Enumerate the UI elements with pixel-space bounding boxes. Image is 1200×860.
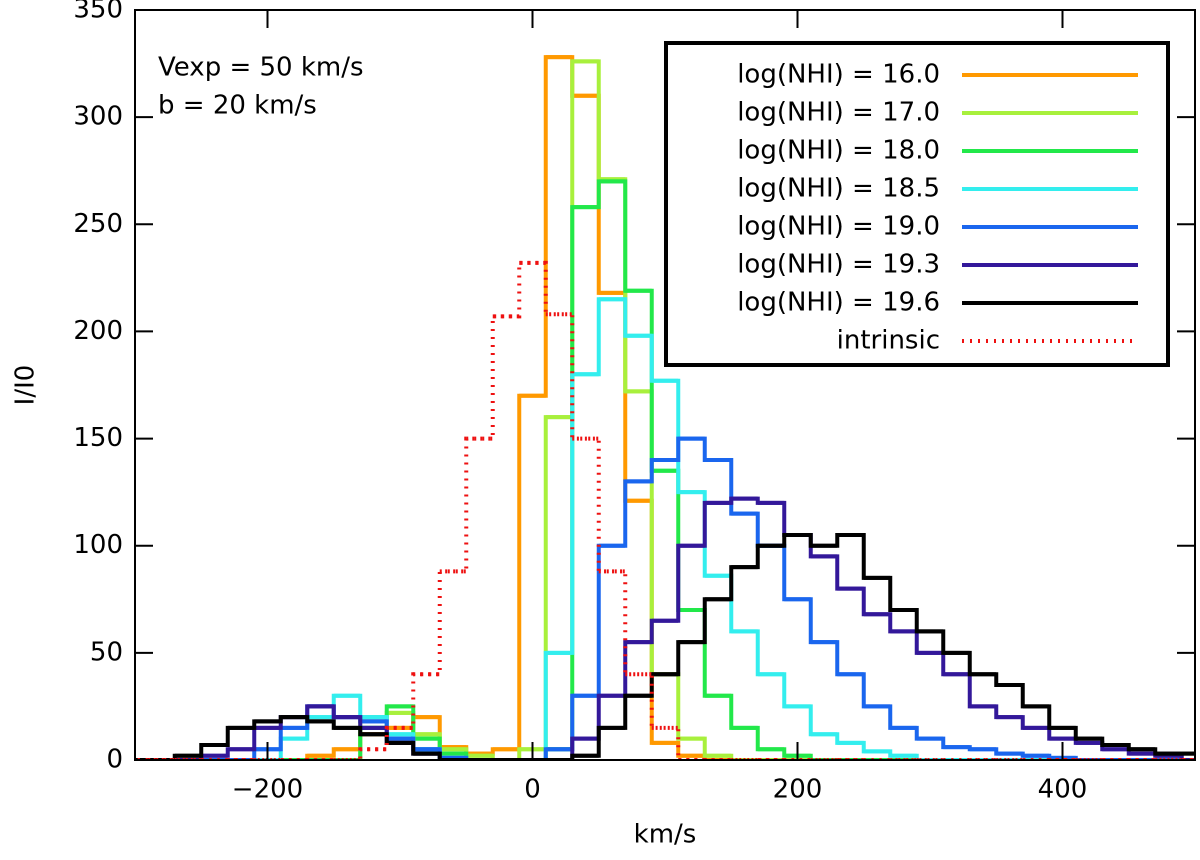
legend-label: log(NHI) = 18.5 bbox=[737, 174, 940, 204]
legend-label: log(NHI) = 19.3 bbox=[737, 250, 940, 280]
step-outline bbox=[135, 297, 1195, 760]
x-axis-label: km/s bbox=[634, 820, 697, 850]
annotation: Vexp = 50 km/s bbox=[158, 53, 364, 83]
y-tick-label: 0 bbox=[106, 745, 123, 775]
plot-frame bbox=[134, 9, 1196, 761]
y-tick-label: 350 bbox=[73, 0, 123, 25]
annotation: b = 20 km/s bbox=[158, 91, 317, 121]
x-tick-label: −200 bbox=[232, 775, 303, 805]
legend-label: log(NHI) = 19.6 bbox=[737, 288, 940, 318]
legend-box bbox=[664, 41, 1170, 367]
y-tick-label: 100 bbox=[73, 530, 123, 560]
y-axis-label: I/I0 bbox=[11, 365, 41, 406]
legend-label: log(NHI) = 18.0 bbox=[737, 136, 940, 166]
legend-label: log(NHI) = 17.0 bbox=[737, 98, 940, 128]
y-tick-label: 150 bbox=[73, 423, 123, 453]
legend-label: intrinsic bbox=[837, 326, 940, 356]
y-tick-label: 250 bbox=[73, 209, 123, 239]
plot-area bbox=[135, 55, 1195, 760]
legend-label: log(NHI) = 16.0 bbox=[737, 60, 940, 90]
x-tick-label: 400 bbox=[1038, 775, 1088, 805]
x-tick-label: 200 bbox=[773, 775, 823, 805]
x-tick-label: 0 bbox=[524, 775, 541, 805]
step-outline bbox=[135, 436, 1195, 760]
step-outline bbox=[135, 496, 1195, 760]
y-tick-label: 50 bbox=[90, 637, 123, 667]
y-tick-label: 200 bbox=[73, 316, 123, 346]
y-tick-label: 300 bbox=[73, 102, 123, 132]
legend-label: log(NHI) = 19.0 bbox=[737, 212, 940, 242]
